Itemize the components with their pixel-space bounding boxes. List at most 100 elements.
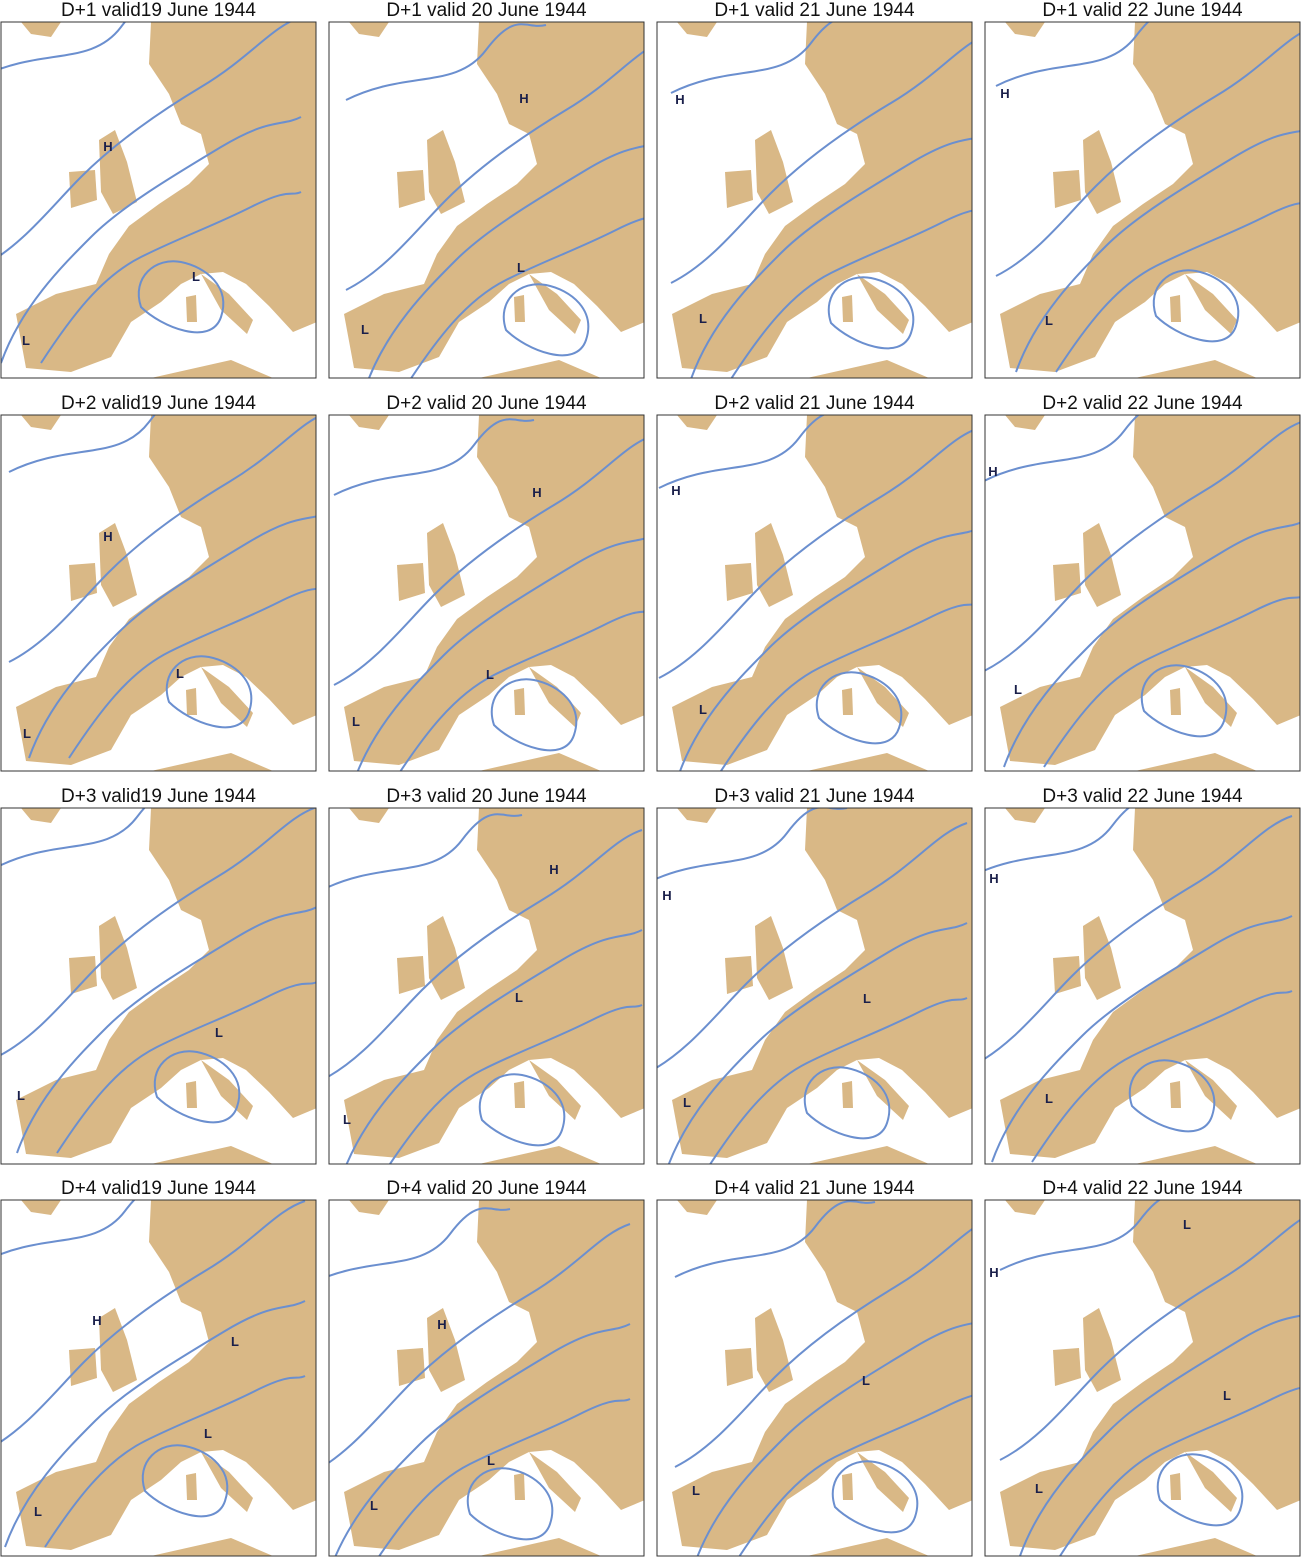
isobar bbox=[1, 116, 302, 364]
isobar bbox=[696, 1322, 972, 1556]
isobar bbox=[985, 808, 1131, 872]
isobar bbox=[674, 1200, 876, 1278]
isobar bbox=[68, 587, 316, 759]
map-panel: H L L L bbox=[0, 1199, 317, 1557]
panel-frame bbox=[656, 21, 973, 379]
land bbox=[672, 22, 972, 378]
isobar bbox=[985, 421, 1300, 672]
map-panel: HL bbox=[984, 414, 1301, 772]
pressure-label: H bbox=[988, 464, 997, 479]
isobar bbox=[388, 1004, 643, 1164]
pressure-label: L bbox=[515, 990, 523, 1005]
isobar bbox=[670, 41, 972, 284]
map-panel: H L L bbox=[0, 414, 317, 772]
panel-title: D+1 valid19 June 1944 bbox=[61, 0, 256, 21]
pressure-label: H bbox=[662, 888, 671, 903]
pressure-label: L bbox=[34, 1504, 42, 1519]
isobar bbox=[137, 260, 225, 334]
panel-title: D+3 valid19 June 1944 bbox=[61, 786, 256, 807]
map-panel: LL bbox=[656, 1199, 973, 1557]
isobar bbox=[356, 537, 644, 771]
isobar bbox=[329, 829, 643, 1078]
map-panel: HL bbox=[984, 21, 1301, 379]
isobar bbox=[815, 671, 903, 745]
land bbox=[344, 1200, 644, 1556]
land bbox=[344, 22, 644, 378]
isobar bbox=[709, 997, 968, 1164]
pressure-label: L bbox=[486, 667, 494, 682]
map-content bbox=[1, 1200, 316, 1556]
isobar bbox=[1, 22, 127, 70]
isobar bbox=[141, 1444, 229, 1518]
panel-frame bbox=[656, 1199, 973, 1557]
land bbox=[16, 1200, 316, 1556]
isobar bbox=[991, 915, 1293, 1163]
isobar bbox=[679, 529, 972, 771]
isobar bbox=[1003, 521, 1300, 768]
isobar bbox=[1128, 1059, 1216, 1133]
panel-frame bbox=[0, 21, 317, 379]
isobar bbox=[1059, 1386, 1300, 1556]
map-panel: H L L bbox=[0, 21, 317, 379]
map-content bbox=[333, 415, 644, 771]
isobar bbox=[1, 808, 146, 867]
isobar bbox=[345, 50, 644, 291]
map-content bbox=[985, 808, 1300, 1164]
pressure-label: H bbox=[103, 529, 112, 544]
pressure-label: L bbox=[517, 260, 525, 275]
pressure-label: L bbox=[699, 311, 707, 326]
panel-frame bbox=[328, 21, 645, 379]
isobar bbox=[670, 22, 834, 94]
pressure-label: L bbox=[17, 1088, 25, 1103]
pressure-label: L bbox=[192, 269, 200, 284]
pressure-label: H bbox=[1000, 86, 1009, 101]
panel-title: D+1 valid 21 June 1944 bbox=[714, 0, 915, 21]
isobar bbox=[329, 1223, 631, 1464]
pressure-label: L bbox=[683, 1095, 691, 1110]
pressure-label: L bbox=[699, 702, 707, 717]
isobar bbox=[8, 415, 157, 473]
panel-frame bbox=[328, 807, 645, 1165]
pressure-label: H bbox=[989, 871, 998, 886]
pressure-label: H bbox=[549, 862, 558, 877]
map-content bbox=[658, 415, 972, 771]
pressure-label: H bbox=[519, 91, 528, 106]
isobar bbox=[1055, 202, 1300, 373]
isobar bbox=[995, 32, 1300, 277]
pressure-label: L bbox=[1223, 1388, 1231, 1403]
pressure-label: H bbox=[92, 1313, 101, 1328]
isobar bbox=[1019, 1314, 1300, 1556]
isobar bbox=[1015, 130, 1300, 373]
isobar bbox=[658, 429, 972, 679]
isobar bbox=[28, 515, 316, 759]
pressure-label: L bbox=[361, 322, 369, 337]
pressure-label: L bbox=[692, 1483, 700, 1498]
isobar bbox=[345, 23, 547, 101]
pressure-label: L bbox=[862, 1373, 870, 1388]
isobar bbox=[667, 922, 968, 1164]
land bbox=[672, 1200, 972, 1556]
pressure-label: L bbox=[1045, 1091, 1053, 1106]
isobar bbox=[333, 418, 535, 496]
land bbox=[16, 808, 316, 1164]
map-content bbox=[1, 22, 316, 378]
panel-title: D+3 valid 21 June 1944 bbox=[714, 786, 915, 807]
pressure-label: L bbox=[1035, 1481, 1043, 1496]
isobar bbox=[690, 137, 972, 378]
isobar bbox=[410, 217, 644, 378]
panel-frame bbox=[984, 1199, 1301, 1557]
isobar bbox=[333, 438, 644, 686]
pressure-label: L bbox=[231, 1334, 239, 1349]
panel-frame bbox=[0, 807, 317, 1165]
isobar bbox=[657, 822, 968, 1069]
panel-title: D+4 valid 22 June 1944 bbox=[1042, 1178, 1243, 1199]
panel-title: D+3 valid 22 June 1944 bbox=[1042, 786, 1243, 807]
map-content bbox=[657, 808, 972, 1164]
map-content bbox=[995, 22, 1300, 378]
map-content bbox=[672, 1200, 972, 1556]
isobar bbox=[999, 1218, 1300, 1461]
map-panel: HL bbox=[984, 807, 1301, 1165]
pressure-label: L bbox=[863, 991, 871, 1006]
map-panel: H L L bbox=[656, 807, 973, 1165]
isobar bbox=[8, 416, 316, 663]
